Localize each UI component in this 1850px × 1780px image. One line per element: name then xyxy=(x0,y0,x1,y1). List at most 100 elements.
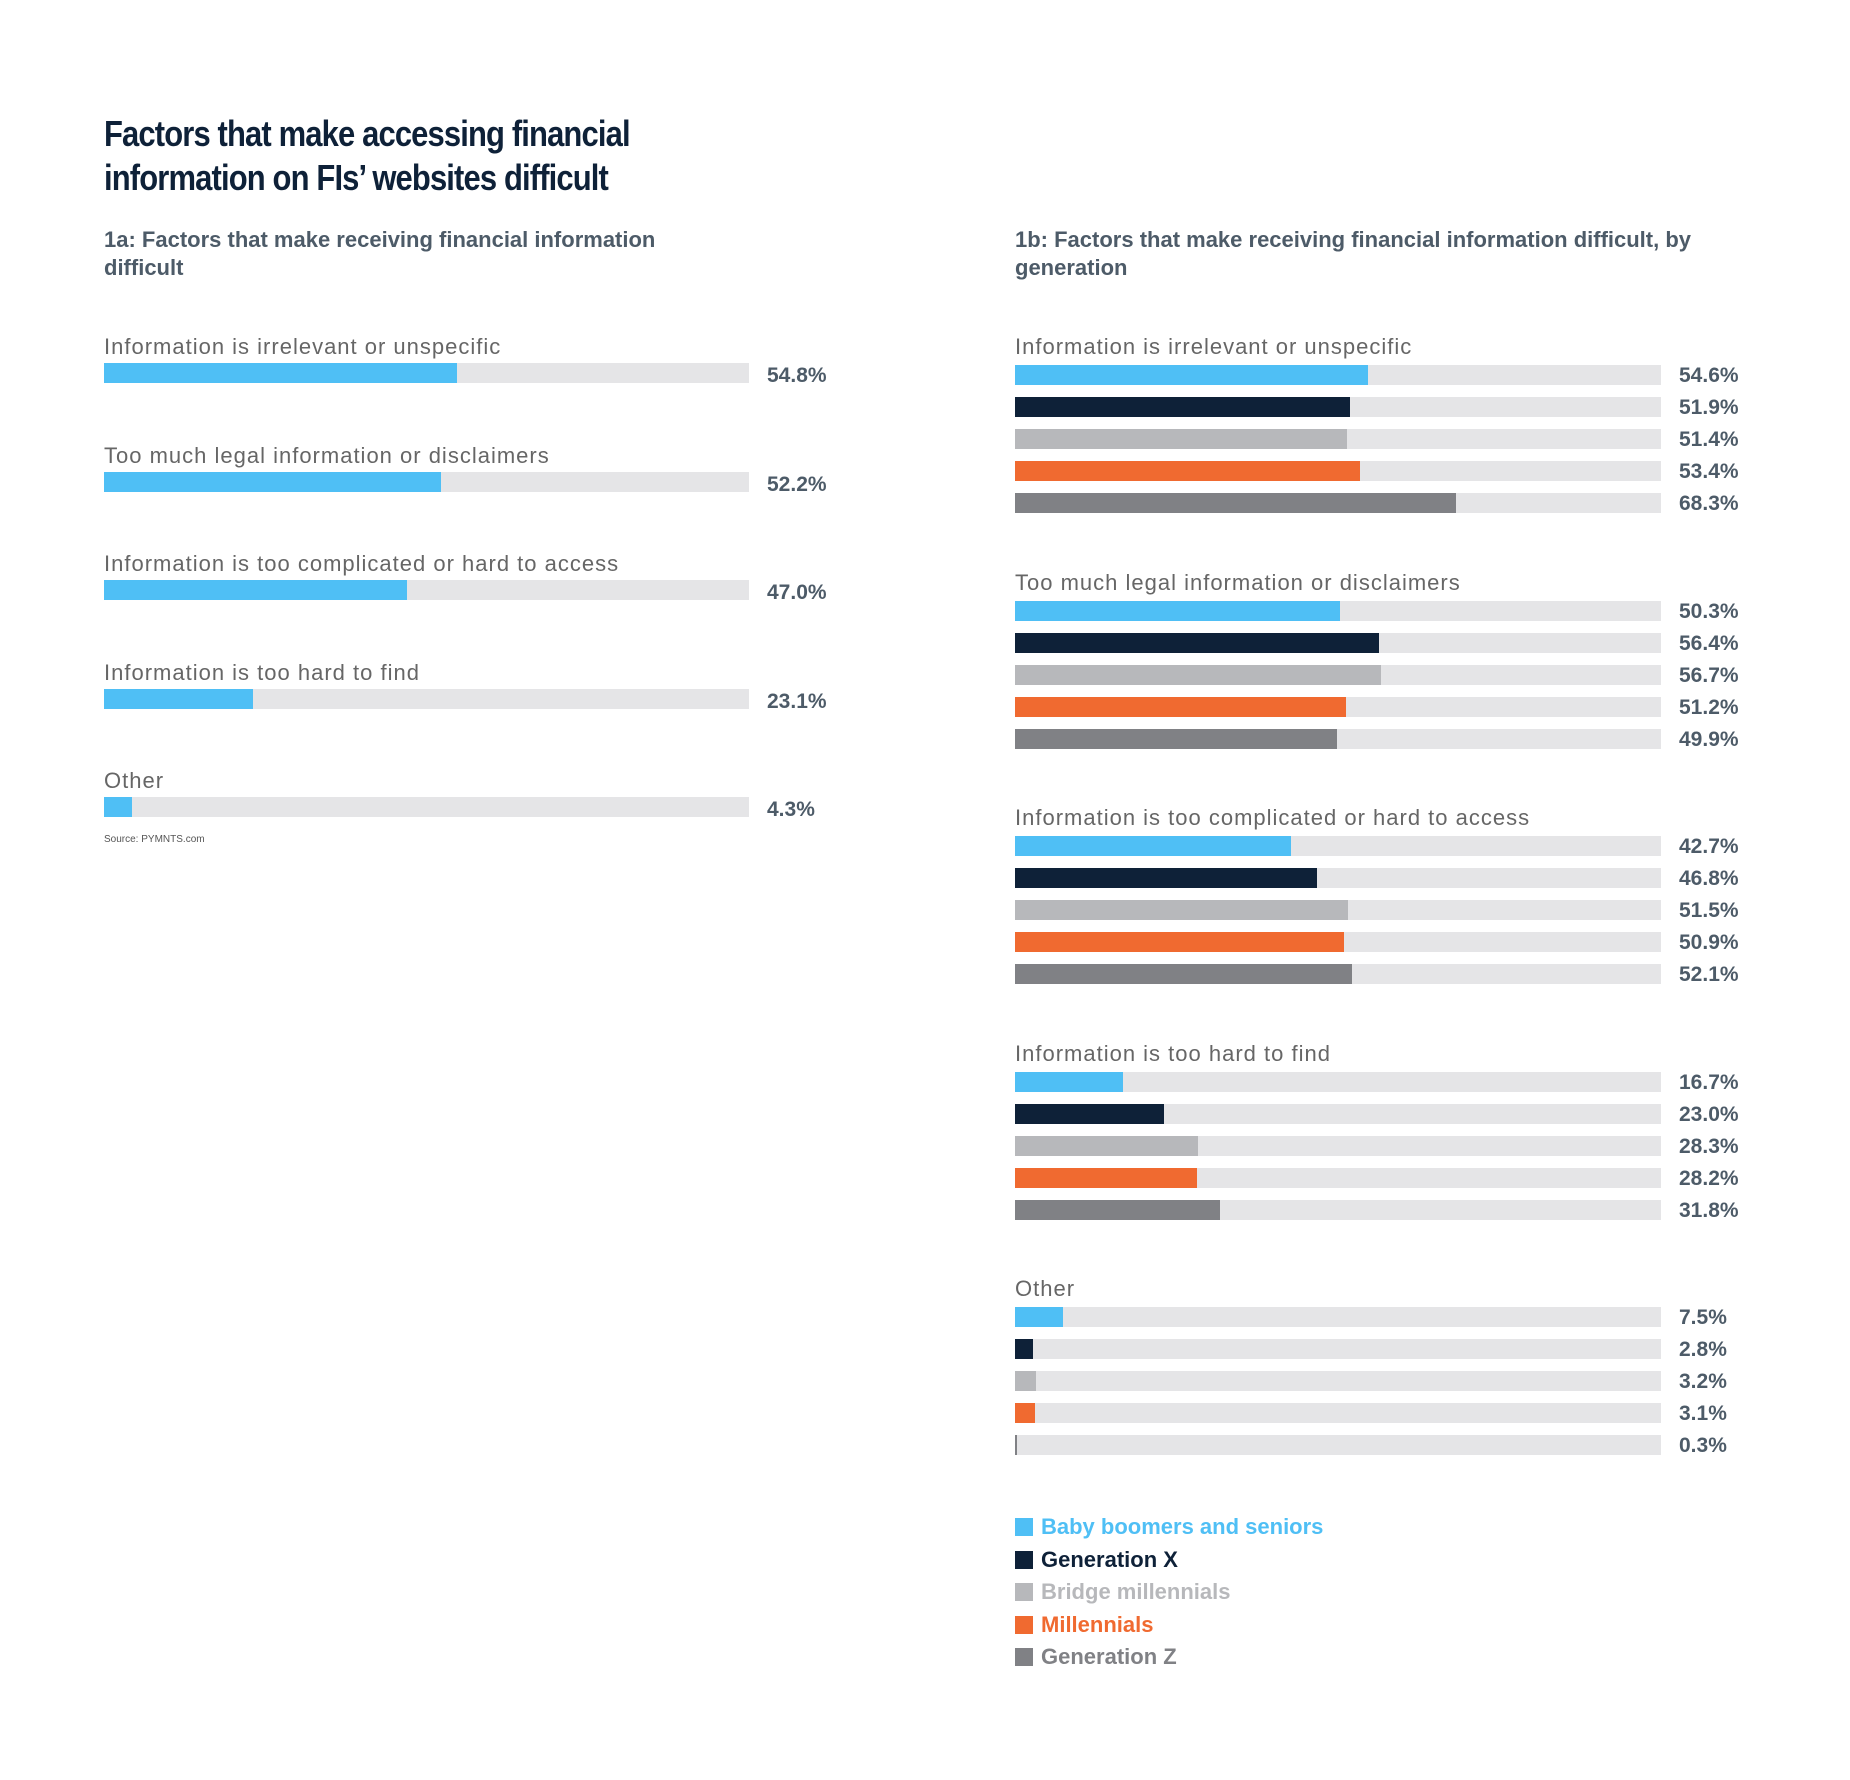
bar-baby-boomers-and-seniors xyxy=(1015,365,1368,385)
category-label: Information is too hard to find xyxy=(1015,1040,1331,1066)
bar-millennials xyxy=(1015,1167,1198,1188)
value-label: 68.3% xyxy=(1679,492,1739,515)
bar-bridge-millennials xyxy=(1015,1135,1198,1156)
bar-bridge-millennials xyxy=(1015,429,1348,449)
legend-swatch xyxy=(1015,1518,1033,1536)
category-label: Information is irrelevant or unspecific xyxy=(1015,334,1413,359)
bar-track xyxy=(1015,964,1661,984)
bar-track xyxy=(1015,932,1661,952)
bar-track xyxy=(1015,728,1661,749)
bar xyxy=(104,688,253,709)
bar-baby-boomers-and-seniors xyxy=(1015,1307,1064,1327)
bar-track xyxy=(1015,429,1661,449)
legend-item: Generation X xyxy=(1015,1547,1178,1573)
bar-millennials xyxy=(1015,461,1360,481)
bar-millennials xyxy=(1015,696,1346,717)
value-label: 49.9% xyxy=(1679,727,1739,751)
bar-track xyxy=(1015,1071,1661,1092)
value-label: 51.5% xyxy=(1679,899,1739,922)
legend-item: Generation Z xyxy=(1015,1644,1177,1670)
value-label: 4.3% xyxy=(767,798,815,821)
value-label: 56.4% xyxy=(1679,631,1739,655)
value-label: 51.2% xyxy=(1679,695,1739,719)
value-label: 23.0% xyxy=(1679,1102,1739,1126)
category-label: Information is too complicated or hard t… xyxy=(1015,805,1531,830)
bar-bridge-millennials xyxy=(1015,900,1348,920)
category-label: Other xyxy=(104,768,165,793)
bar-track xyxy=(1015,493,1661,513)
value-label: 28.2% xyxy=(1679,1166,1739,1190)
bar-track xyxy=(1015,696,1661,717)
bar-track xyxy=(1015,1167,1661,1188)
bar-track xyxy=(1015,1135,1661,1156)
bar-track xyxy=(1015,600,1661,621)
legend-label: Baby boomers and seniors xyxy=(1041,1514,1324,1539)
value-label: 2.8% xyxy=(1679,1338,1727,1361)
value-label: 46.8% xyxy=(1679,867,1739,890)
value-label: 54.6% xyxy=(1679,364,1739,387)
bar-generation-z xyxy=(1015,964,1352,984)
value-label: 56.7% xyxy=(1679,663,1739,687)
chart-1a-title: 1a: Factors that make receiving financia… xyxy=(104,227,656,280)
bar-track xyxy=(1015,664,1661,685)
value-label: 16.7% xyxy=(1679,1070,1739,1094)
bar-track xyxy=(1015,900,1661,920)
bar-track xyxy=(1015,868,1661,888)
value-label: 28.3% xyxy=(1679,1134,1739,1158)
legend-label: Generation X xyxy=(1041,1546,1178,1572)
bar-millennials xyxy=(1015,932,1344,952)
bar-track xyxy=(1015,365,1661,385)
bar-generation-z xyxy=(1015,493,1457,513)
chart-1b-title: 1b: Factors that make receiving financia… xyxy=(1015,227,1692,280)
legend-swatch xyxy=(1015,1615,1033,1634)
bar-track xyxy=(1015,1403,1661,1423)
bar-generation-x xyxy=(1015,632,1380,653)
bar-generation-z xyxy=(1015,728,1338,749)
category-label: Too much legal information or disclaimer… xyxy=(104,442,550,468)
bar-track xyxy=(1015,1371,1661,1391)
legend-swatch xyxy=(1015,1550,1033,1569)
bar-track xyxy=(1015,836,1661,856)
bar-baby-boomers-and-seniors xyxy=(1015,600,1340,621)
bar-bridge-millennials xyxy=(1015,664,1382,685)
legend-item: Bridge millennials xyxy=(1015,1579,1231,1605)
bar-track xyxy=(104,580,749,600)
bar-track xyxy=(1015,1199,1661,1220)
legend-label: Generation Z xyxy=(1041,1644,1177,1669)
bar-track xyxy=(1015,397,1661,417)
bar-millennials xyxy=(1015,1403,1036,1423)
bar-track xyxy=(1015,1339,1661,1359)
value-label: 31.8% xyxy=(1679,1198,1739,1222)
bar xyxy=(104,797,132,817)
value-label: 47.0% xyxy=(767,581,827,604)
bar-generation-z xyxy=(1015,1435,1017,1455)
value-label: 42.7% xyxy=(1679,835,1739,858)
legend-label: Millennials xyxy=(1041,1611,1154,1637)
value-label: 54.8% xyxy=(767,364,827,387)
bar-track xyxy=(104,471,749,492)
bar-baby-boomers-and-seniors xyxy=(1015,836,1291,856)
legend-item: Baby boomers and seniors xyxy=(1015,1514,1323,1540)
bar-track xyxy=(1015,632,1661,653)
legend-item: Millennials xyxy=(1015,1612,1153,1638)
legend-swatch xyxy=(1015,1583,1033,1601)
bar xyxy=(104,363,458,383)
value-label: 23.1% xyxy=(767,689,827,713)
value-label: 0.3% xyxy=(1679,1434,1727,1457)
value-label: 52.2% xyxy=(767,472,827,496)
bar-generation-x xyxy=(1015,1339,1034,1359)
value-label: 7.5% xyxy=(1679,1306,1727,1329)
bar-generation-z xyxy=(1015,1199,1221,1220)
legend-swatch xyxy=(1015,1648,1033,1666)
value-label: 3.2% xyxy=(1679,1370,1727,1393)
bar-baby-boomers-and-seniors xyxy=(1015,1071,1123,1092)
bar xyxy=(104,580,408,600)
bar-generation-x xyxy=(1015,868,1318,888)
bar-generation-x xyxy=(1015,1103,1164,1124)
legend-label: Bridge millennials xyxy=(1041,1579,1231,1604)
bar-track xyxy=(104,797,749,817)
bar-track xyxy=(104,688,749,709)
value-label: 50.3% xyxy=(1679,599,1739,623)
bar-track xyxy=(1015,461,1661,481)
bar-track xyxy=(104,363,749,383)
